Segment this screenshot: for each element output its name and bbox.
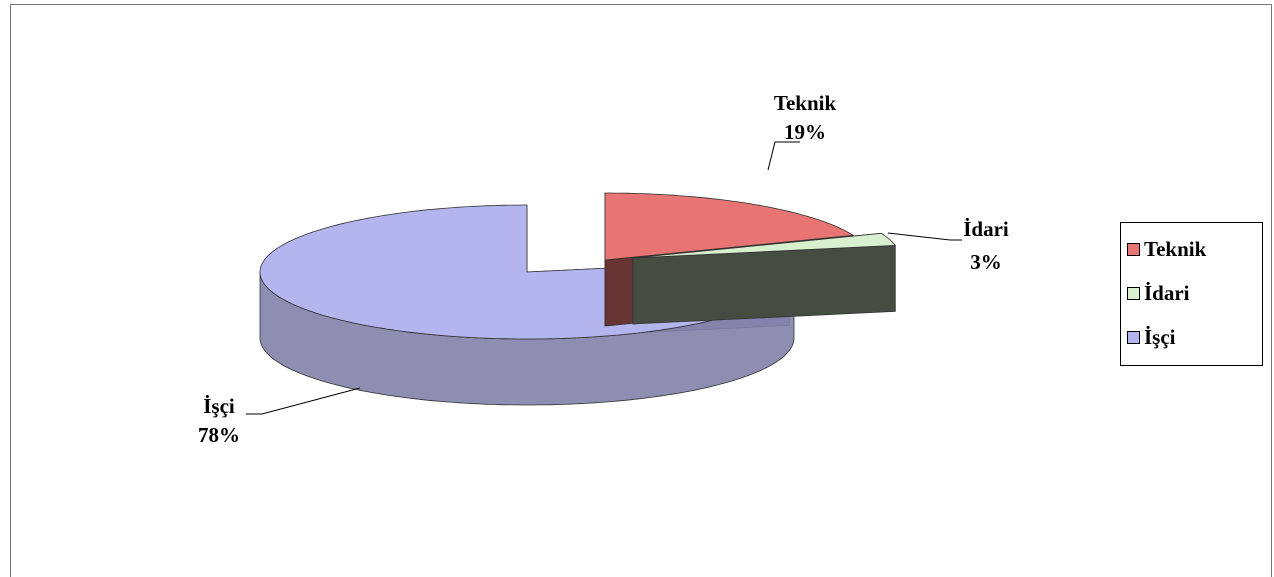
slice-side (632, 244, 896, 325)
legend-label: İşçi (1144, 325, 1176, 349)
leader-line (887, 232, 962, 241)
legend-box (1120, 222, 1263, 366)
data-label-name: İdari (963, 217, 1009, 241)
data-label-value: 3% (970, 250, 1002, 274)
leader-line (767, 141, 800, 171)
data-label-name: İşçi (203, 394, 235, 418)
data-label-value: 19% (784, 120, 826, 144)
legend-swatch (1127, 243, 1140, 256)
data-label-name: Teknik (774, 91, 837, 115)
slice (632, 232, 897, 259)
leader-line (246, 387, 361, 415)
chart-frame (10, 4, 1272, 577)
legend-label: Teknik (1144, 237, 1207, 261)
slice (604, 192, 855, 261)
legend-swatch (1127, 331, 1140, 344)
legend-label: İdari (1144, 281, 1190, 305)
legend-swatch (1127, 287, 1140, 300)
data-label-value: 78% (198, 423, 240, 447)
